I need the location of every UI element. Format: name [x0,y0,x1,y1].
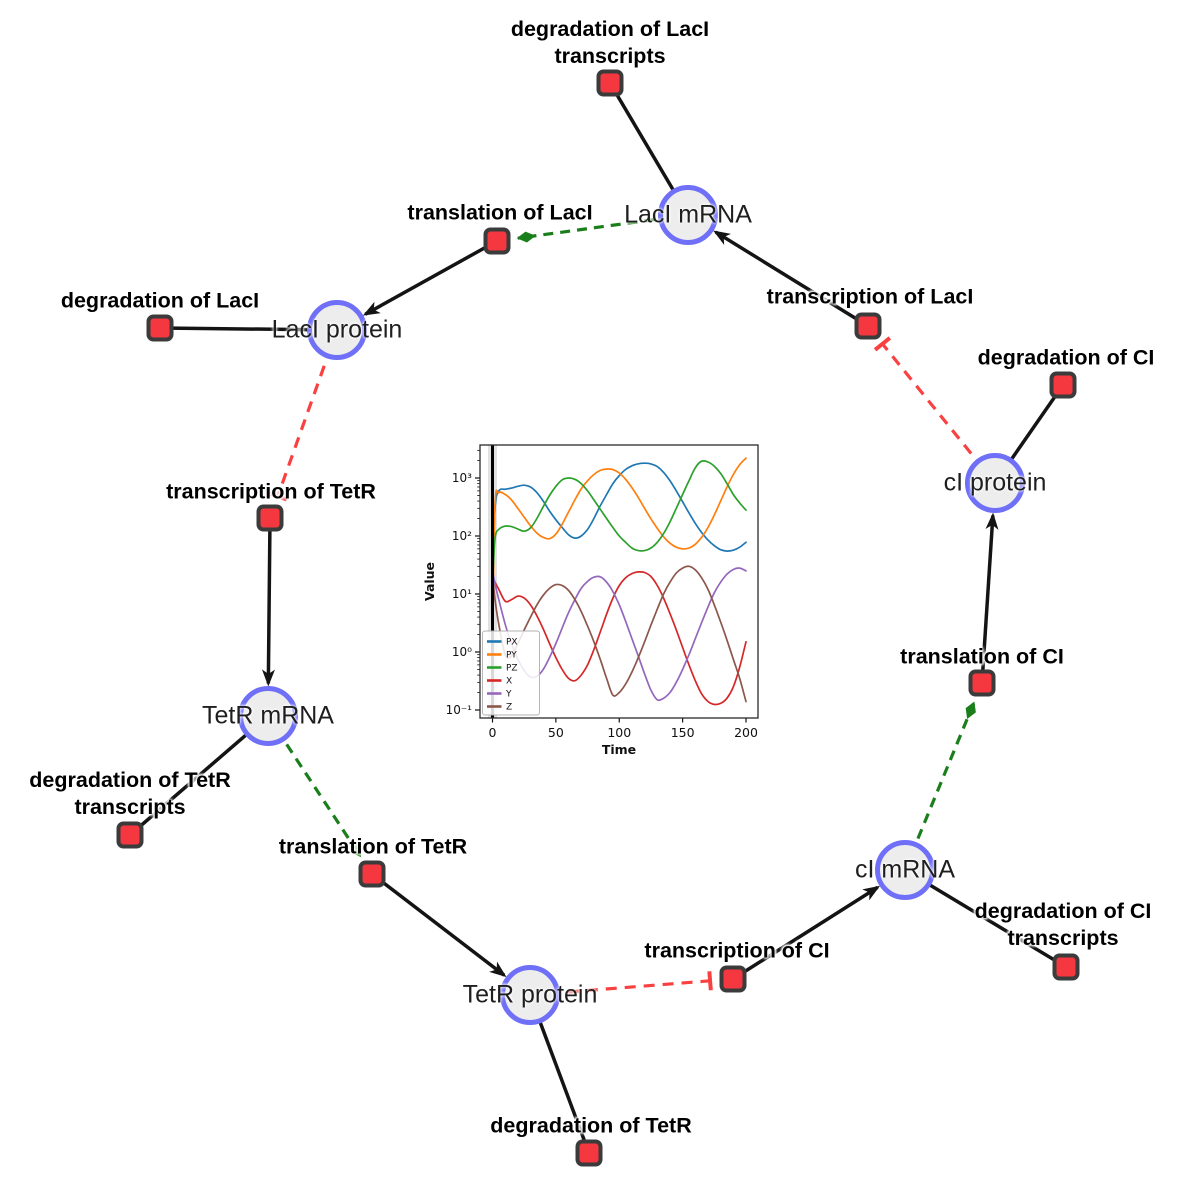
x-tick-label: 100 [607,725,631,740]
legend-label-x: X [506,677,512,687]
species-node-laci-mrna[interactable] [658,185,718,245]
x-tick-label: 200 [734,725,758,740]
edge-production-translation-ci-to-ci-protein [980,512,999,684]
y-tick-label: 10⁻¹ [446,703,473,717]
y-tick-label: 10² [452,529,472,543]
series-line-px [491,462,747,578]
x-tick-label: 0 [489,725,497,740]
species-node-ci-mrna[interactable] [875,840,935,900]
reaction-node-deg-tetr[interactable] [575,1139,603,1167]
reaction-node-translation-tetr[interactable] [358,860,386,888]
reaction-node-translation-ci[interactable] [968,669,996,697]
species-node-tetr-protein[interactable] [500,965,560,1025]
edge-production-transcription-ci-to-ci-mrna [732,885,881,981]
edge-production-transcription-laci-to-laci-mrna [713,230,869,328]
edge-modifier-laci-mrna-to-translation-laci [516,213,689,243]
y-tick-label: 10⁰ [452,645,472,659]
species-node-tetr-mrna[interactable] [238,686,298,746]
chart-legend: PX PY PZ XYZ [482,630,540,716]
edge-production-translation-tetr-to-tetr-protein [370,872,507,978]
legend-label-py: PY [506,651,517,661]
reaction-node-deg-tetr-transcripts[interactable] [116,821,144,849]
edge-consumption-ci-mrna-to-deg-ci-transcripts [904,868,1067,969]
y-tick-label: 10³ [452,471,472,485]
x-tick-label: 150 [671,725,695,740]
legend-label-y: Y [505,690,512,700]
series-line-py [491,457,747,636]
nodes-group [116,69,1080,1167]
edge-production-transcription-tetr-to-tetr-mrna [261,517,275,687]
plot-frame [479,444,759,719]
reaction-node-deg-laci-transcripts[interactable] [596,69,624,97]
x-axis-label: Time [602,742,636,757]
series-line-x [491,570,747,706]
reaction-node-deg-ci[interactable] [1049,371,1077,399]
series-line-pz [491,459,747,585]
series-line-z [491,565,747,703]
y-tick-label: 10¹ [452,587,472,601]
edge-production-translation-laci-to-laci-protein [362,239,498,316]
legend-label-z: Z [506,703,512,713]
x-tick-label: 50 [548,725,564,740]
y-axis-label: Value [424,562,437,601]
edge-consumption-tetr-mrna-to-deg-tetr-transcripts [128,714,270,837]
reaction-node-transcription-tetr[interactable] [256,504,284,532]
legend-label-px: PX [506,638,518,648]
edge-modifier-ci-mrna-to-translation-ci [903,701,976,871]
axis-ticks: 10⁻¹ 10⁰ 10¹ 10² 10³ 0 50 100 150 200 [446,449,758,740]
timeseries-plot: 10⁻¹ 10⁰ 10¹ 10² 10³ 0 50 100 150 200 Time Value PX P… [422,431,774,765]
species-node-laci-protein[interactable] [307,300,367,360]
edge-modifier-tetr-mrna-to-translation-tetr [266,715,362,858]
reaction-node-deg-laci[interactable] [146,314,174,342]
legend-label-pz: PZ [506,664,518,674]
reaction-node-deg-ci-transcripts[interactable] [1052,953,1080,981]
species-node-ci-protein[interactable] [965,453,1025,513]
reaction-node-transcription-ci[interactable] [719,965,747,993]
reaction-node-transcription-laci[interactable] [854,312,882,340]
reaction-node-translation-laci[interactable] [483,227,511,255]
